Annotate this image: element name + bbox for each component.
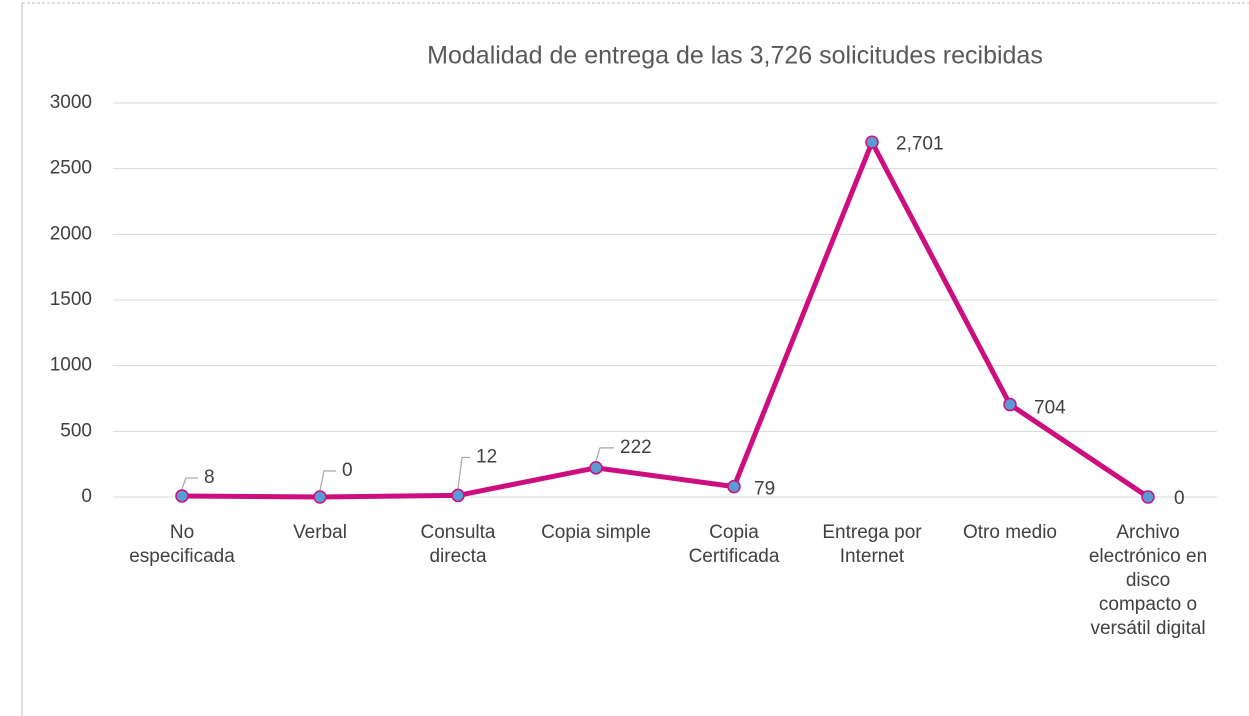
leader-line [595,447,614,462]
x-tick-label: Entrega por Internet [822,522,922,567]
y-tick-label: 2500 [50,158,92,179]
marker [865,135,879,150]
marker [1141,490,1155,504]
data-label: 222 [620,437,652,458]
y-tick-label: 0 [81,486,92,507]
data-label: 0 [1174,488,1185,509]
y-tick-label: 3000 [50,92,92,113]
data-label: 0 [342,460,353,481]
y-tick-label: 2000 [50,223,92,244]
data-label: 8 [204,467,215,488]
marker [727,479,741,494]
marker [1003,397,1017,412]
x-tick-label: Copia simple [541,522,651,543]
y-tick-label: 1000 [50,355,92,376]
x-tick-label: Archivo electrónico en disco compacto o vers… [1089,522,1207,639]
marker [589,461,603,475]
x-tick-label: No especificada [129,522,235,567]
y-tick-label: 1500 [50,289,92,310]
y-tick-label: 500 [60,420,92,441]
marker [451,488,465,503]
data-label: 79 [754,479,775,500]
data-label: 704 [1034,398,1066,419]
data-label: 12 [476,446,497,467]
data-label: 2,701 [896,133,944,154]
leader-line [319,470,336,491]
x-tick-label: Otro medio [963,522,1057,543]
x-tick-label: Consulta directa [421,522,496,567]
leader-line [457,456,470,489]
marker [175,489,189,503]
marker [313,490,327,504]
chart-title: Modalidad de entrega de las 3,726 solici… [427,42,1043,70]
line [181,139,1150,500]
x-tick-label: Verbal [293,522,347,543]
leader-line [181,477,198,490]
x-tick-label: Copia Certificada [689,522,780,567]
